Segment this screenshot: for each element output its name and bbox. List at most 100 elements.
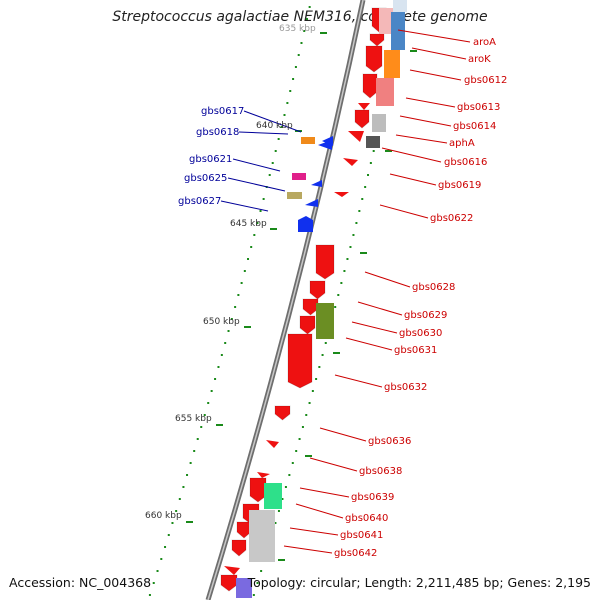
- tick-dot-left: [214, 378, 217, 380]
- gene-red: [274, 405, 291, 421]
- tick-dot-left: [305, 18, 308, 20]
- tick-dot-left: [237, 294, 240, 296]
- major-tick-right: [305, 455, 312, 457]
- gene-label-gbs0636[interactable]: gbs0636: [368, 436, 411, 447]
- gene-features: [220, 0, 407, 598]
- gene-red: [369, 33, 385, 47]
- tick-dot-left: [268, 174, 271, 176]
- gene-label-gbs0621[interactable]: gbs0621: [189, 154, 232, 165]
- tick-dot-right: [298, 438, 301, 440]
- accession-text: Accession: NC_004368: [9, 575, 152, 590]
- gene-label-gbs0617[interactable]: gbs0617: [201, 106, 244, 117]
- tick-dot-right: [355, 222, 358, 224]
- gene-red: [287, 333, 313, 389]
- tick-dot-left: [178, 498, 181, 500]
- tick-dot-left: [247, 258, 250, 260]
- gene-label-gbs0639[interactable]: gbs0639: [351, 492, 394, 503]
- tick-dot-left: [256, 222, 259, 224]
- gene-red-small: [257, 472, 270, 478]
- gene-label-gbs0619[interactable]: gbs0619: [438, 180, 481, 191]
- major-tick-right: [385, 150, 392, 152]
- gene-label-gbs0612[interactable]: gbs0612: [464, 75, 507, 86]
- gene-label-gbs0625[interactable]: gbs0625: [184, 173, 227, 184]
- scale-labels: 635 kbp 640 kbp 645 kbp 650 kbp 655 kbp …: [145, 24, 316, 521]
- leader-line-blue: [220, 200, 269, 212]
- leader-line-red: [334, 374, 383, 388]
- genome-backbone: [205, 0, 366, 600]
- tick-dot-left: [240, 282, 243, 284]
- tick-dot-left: [200, 426, 203, 428]
- tick-dot-left: [308, 6, 311, 8]
- tick-dot-left: [250, 246, 253, 248]
- leader-line-red: [381, 147, 442, 163]
- leader-line-blue: [238, 131, 289, 135]
- gene-red-small: [348, 131, 364, 142]
- gene-label-aphA[interactable]: aphA: [449, 138, 475, 149]
- gene-label-aroK[interactable]: aroK: [468, 54, 491, 65]
- gene-purple: [236, 578, 252, 598]
- leader-line-red: [397, 29, 471, 43]
- major-tick-right: [410, 50, 417, 52]
- gene-label-gbs0627[interactable]: gbs0627: [178, 196, 221, 207]
- tick-dot-left: [160, 558, 163, 560]
- tick-dot-right: [343, 270, 346, 272]
- leader-line-red: [389, 173, 437, 186]
- tick-dot-right: [308, 402, 311, 404]
- gene-steelblue: [391, 12, 405, 50]
- tick-dot-left: [243, 270, 246, 272]
- major-tick-left: [270, 228, 277, 230]
- tick-dot-right: [318, 366, 321, 368]
- gene-label-aroA[interactable]: aroA: [473, 37, 496, 48]
- tick-dot-right: [358, 210, 361, 212]
- gene-label-gbs0613[interactable]: gbs0613: [457, 102, 500, 113]
- leader-line-red: [309, 457, 358, 472]
- gene-label-gbs0640[interactable]: gbs0640: [345, 513, 388, 524]
- tick-dot-right: [291, 462, 294, 464]
- gene-label-gbs0631[interactable]: gbs0631: [394, 345, 437, 356]
- leader-line-red: [299, 487, 350, 498]
- tick-dot-left: [175, 510, 178, 512]
- gene-red: [299, 315, 316, 335]
- scale-label-635: 635 kbp: [279, 24, 316, 34]
- tick-dot-left: [262, 198, 265, 200]
- gene-label-gbs0629[interactable]: gbs0629: [404, 310, 447, 321]
- gene-magenta: [292, 173, 306, 180]
- gene-red: [249, 477, 267, 503]
- gene-label-gbs0616[interactable]: gbs0616: [444, 157, 487, 168]
- gene-label-gbs0618[interactable]: gbs0618: [196, 127, 239, 138]
- tick-dot-left: [294, 66, 297, 68]
- leader-line-red: [289, 527, 339, 536]
- gene-red: [231, 539, 247, 557]
- scale-label-640: 640 kbp: [256, 121, 293, 131]
- gene-red: [220, 574, 238, 592]
- gene-blue: [305, 199, 318, 207]
- gene-red: [315, 244, 335, 280]
- leader-line-blue: [227, 177, 286, 192]
- major-tick-right: [278, 559, 285, 561]
- leader-line-red: [283, 545, 333, 554]
- gene-label-gbs0628[interactable]: gbs0628: [412, 282, 455, 293]
- gene-label-gbs0642[interactable]: gbs0642: [334, 548, 377, 559]
- leader-line-blue: [232, 158, 281, 172]
- gene-label-gbs0641[interactable]: gbs0641: [340, 530, 383, 541]
- gene-label-gbs0632[interactable]: gbs0632: [384, 382, 427, 393]
- tick-dot-left: [182, 486, 185, 488]
- tick-dot-left: [283, 114, 286, 116]
- gene-label-gbs0638[interactable]: gbs0638: [359, 466, 402, 477]
- gene-blue: [298, 216, 313, 232]
- label-leader-lines: [220, 29, 471, 554]
- tick-dot-right: [367, 174, 370, 176]
- tick-dot-right: [295, 450, 298, 452]
- tick-dot-left: [148, 594, 151, 596]
- tick-dot-left: [286, 102, 289, 104]
- gene-label-gbs0630[interactable]: gbs0630: [399, 328, 442, 339]
- tick-dot-left: [230, 318, 233, 320]
- tick-dot-left: [156, 570, 159, 572]
- leader-line-red: [357, 301, 403, 316]
- tick-dot-left: [164, 546, 167, 548]
- major-tick-left: [186, 521, 193, 523]
- gene-label-gbs0622[interactable]: gbs0622: [430, 213, 473, 224]
- gene-khaki: [287, 192, 302, 199]
- gene-label-gbs0614[interactable]: gbs0614: [453, 121, 496, 132]
